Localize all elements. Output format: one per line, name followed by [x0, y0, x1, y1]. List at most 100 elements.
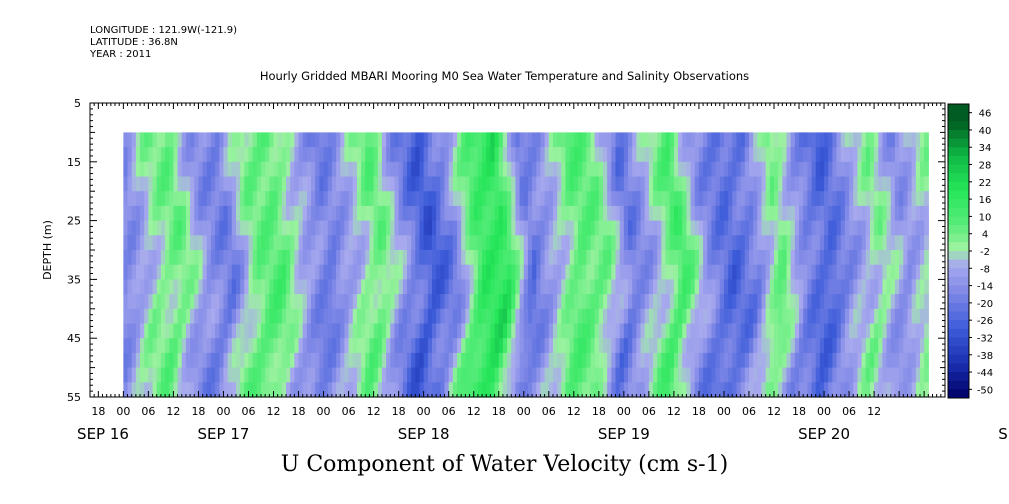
heatmap-cell: [632, 191, 637, 207]
heatmap-cell: [281, 235, 287, 251]
heatmap-cell: [728, 205, 733, 222]
heatmap-cell: [840, 323, 846, 339]
heatmap-cell: [352, 191, 358, 207]
heatmap-cell: [348, 264, 354, 280]
heatmap-cell: [582, 323, 587, 339]
heatmap-cell: [144, 161, 149, 178]
heatmap-cell: [436, 382, 441, 398]
heatmap-cell: [432, 220, 437, 236]
heatmap-cell: [277, 132, 283, 148]
heatmap-cell: [286, 235, 291, 251]
heatmap-cell: [423, 235, 429, 251]
heatmap-cell: [790, 323, 796, 339]
y-tick-label: 15: [67, 156, 81, 169]
heatmap-cell: [265, 161, 270, 178]
heatmap-cell: [919, 161, 925, 178]
heatmap-cell: [190, 294, 195, 310]
heatmap-cell: [390, 235, 396, 251]
colorbar-swatch: [948, 112, 969, 122]
heatmap-cell: [169, 264, 175, 280]
heatmap-cell: [511, 294, 517, 310]
heatmap-cell: [373, 338, 379, 354]
heatmap-cell: [135, 308, 141, 325]
heatmap-cell: [678, 264, 683, 280]
heatmap-cell: [857, 191, 863, 207]
heatmap-cell: [482, 308, 487, 325]
heatmap-cell: [569, 338, 575, 354]
heatmap-cell: [844, 382, 850, 398]
heatmap-cell: [298, 250, 304, 266]
heatmap-cell: [502, 367, 508, 383]
heatmap-cell: [844, 352, 850, 369]
heatmap-cell: [744, 279, 750, 295]
heatmap-cell: [623, 367, 629, 383]
heatmap-cell: [807, 382, 813, 398]
heatmap-cell: [290, 250, 295, 266]
heatmap-cell: [577, 250, 583, 266]
heatmap-cell: [586, 323, 592, 339]
heatmap-cell: [682, 323, 688, 339]
heatmap-cell: [707, 264, 713, 280]
heatmap-cell: [411, 191, 416, 207]
heatmap-cell: [786, 382, 792, 398]
heatmap-cell: [311, 205, 316, 222]
heatmap-cell: [882, 367, 888, 383]
x-hour-label: 18: [792, 405, 806, 418]
heatmap-cell: [210, 382, 216, 398]
heatmap-cell: [248, 352, 254, 369]
heatmap-cell: [886, 205, 892, 222]
heatmap-cell: [698, 220, 704, 236]
heatmap-cell: [427, 338, 433, 354]
heatmap-cell: [398, 382, 404, 398]
heatmap-cell: [836, 382, 842, 398]
heatmap-cell: [615, 191, 621, 207]
heatmap-cell: [127, 132, 133, 148]
heatmap-cell: [748, 235, 754, 251]
heatmap-cell: [690, 352, 696, 369]
heatmap-cell: [665, 367, 671, 383]
heatmap-cell: [515, 205, 521, 222]
heatmap-cell: [878, 205, 884, 222]
heatmap-cell: [603, 132, 608, 148]
heatmap-cell: [190, 279, 195, 295]
heatmap-cell: [131, 367, 137, 383]
heatmap-cell: [886, 338, 892, 354]
heatmap-cell: [127, 220, 133, 236]
heatmap-cell: [903, 176, 909, 192]
heatmap-cell: [231, 367, 237, 383]
heatmap-cell: [206, 176, 212, 192]
heatmap-cell: [373, 308, 379, 325]
heatmap-cell: [190, 308, 195, 325]
heatmap-cell: [799, 323, 804, 339]
heatmap-cell: [603, 220, 608, 236]
heatmap-cell: [836, 264, 842, 280]
heatmap-cell: [298, 220, 304, 236]
heatmap-cell: [707, 323, 713, 339]
heatmap-cell: [919, 294, 925, 310]
heatmap-cell: [477, 250, 483, 266]
heatmap-cell: [903, 382, 909, 398]
heatmap-cell: [586, 352, 592, 369]
heatmap-cell: [398, 367, 404, 383]
heatmap-cell: [861, 308, 867, 325]
heatmap-cell: [603, 264, 608, 280]
heatmap-cell: [686, 250, 692, 266]
heatmap-cell: [427, 205, 433, 222]
heatmap-cell: [373, 323, 379, 339]
heatmap-cell: [277, 352, 283, 369]
heatmap-cell: [669, 205, 675, 222]
heatmap-cell: [352, 382, 358, 398]
heatmap-cell: [782, 264, 788, 280]
heatmap-cell: [577, 308, 583, 325]
heatmap-cell: [778, 264, 783, 280]
heatmap-cell: [411, 338, 416, 354]
heatmap-cell: [594, 176, 600, 192]
heatmap-cell: [152, 338, 158, 354]
heatmap-cell: [523, 367, 529, 383]
heatmap-cell: [369, 264, 375, 280]
heatmap-cell: [694, 176, 700, 192]
heatmap-cell: [682, 264, 688, 280]
heatmap-cell: [436, 279, 441, 295]
heatmap-cell: [419, 294, 425, 310]
heatmap-cell: [673, 294, 679, 310]
